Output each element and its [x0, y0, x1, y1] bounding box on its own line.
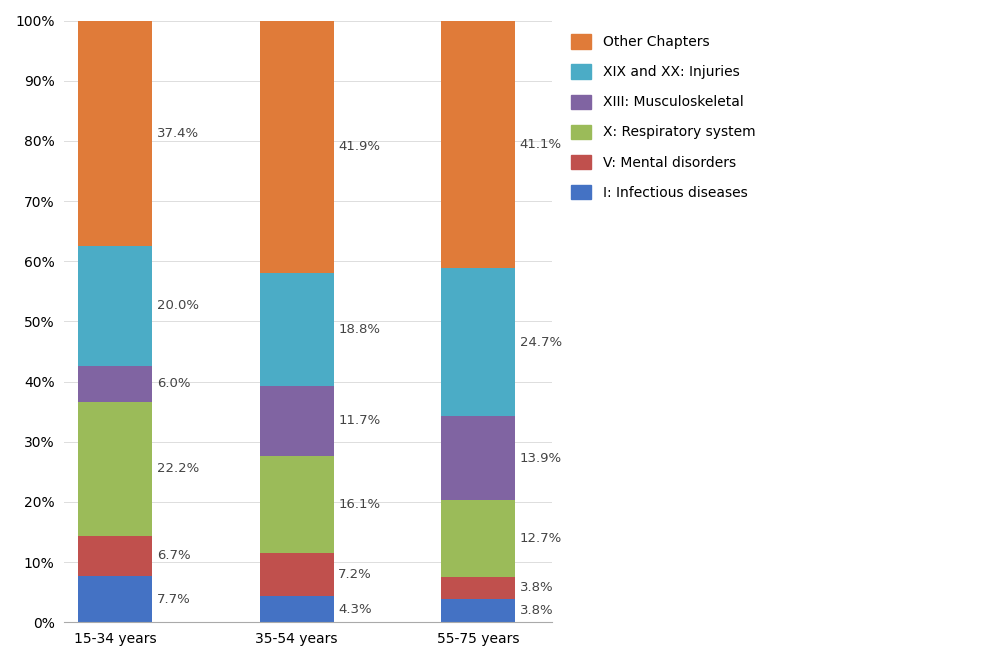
Text: 41.1%: 41.1%	[520, 137, 562, 151]
Text: 37.4%: 37.4%	[157, 126, 199, 139]
Bar	[78, 402, 152, 535]
Text: 16.1%: 16.1%	[338, 498, 380, 511]
Bar	[260, 386, 334, 456]
Bar	[260, 553, 334, 596]
Bar	[78, 576, 152, 622]
Text: 11.7%: 11.7%	[338, 414, 380, 428]
Text: 24.7%: 24.7%	[520, 336, 562, 348]
Text: 13.9%: 13.9%	[520, 451, 562, 465]
Bar	[441, 20, 515, 268]
Bar	[441, 416, 515, 500]
Text: 22.2%: 22.2%	[157, 462, 199, 475]
Bar	[78, 246, 152, 366]
Bar	[260, 272, 334, 386]
Text: 7.7%: 7.7%	[157, 593, 190, 605]
Text: 3.8%: 3.8%	[520, 582, 553, 594]
Text: 3.8%: 3.8%	[520, 604, 553, 617]
Bar	[78, 366, 152, 402]
Text: 20.0%: 20.0%	[157, 299, 199, 312]
Text: 18.8%: 18.8%	[338, 323, 380, 336]
Text: 12.7%: 12.7%	[520, 532, 562, 545]
Bar	[441, 600, 515, 622]
Text: 6.7%: 6.7%	[157, 549, 190, 563]
Bar	[441, 268, 515, 416]
Bar	[260, 456, 334, 553]
Text: 7.2%: 7.2%	[338, 568, 372, 581]
Legend: Other Chapters, XIX and XX: Injuries, XIII: Musculoskeletal, X: Respiratory syst: Other Chapters, XIX and XX: Injuries, XI…	[564, 28, 762, 206]
Text: 41.9%: 41.9%	[338, 140, 380, 153]
Bar	[78, 535, 152, 576]
Text: 4.3%: 4.3%	[338, 603, 372, 616]
Text: 6.0%: 6.0%	[157, 377, 190, 391]
Bar	[78, 20, 152, 246]
Bar	[260, 20, 334, 272]
Bar	[260, 596, 334, 622]
Bar	[441, 500, 515, 576]
Bar	[441, 576, 515, 600]
